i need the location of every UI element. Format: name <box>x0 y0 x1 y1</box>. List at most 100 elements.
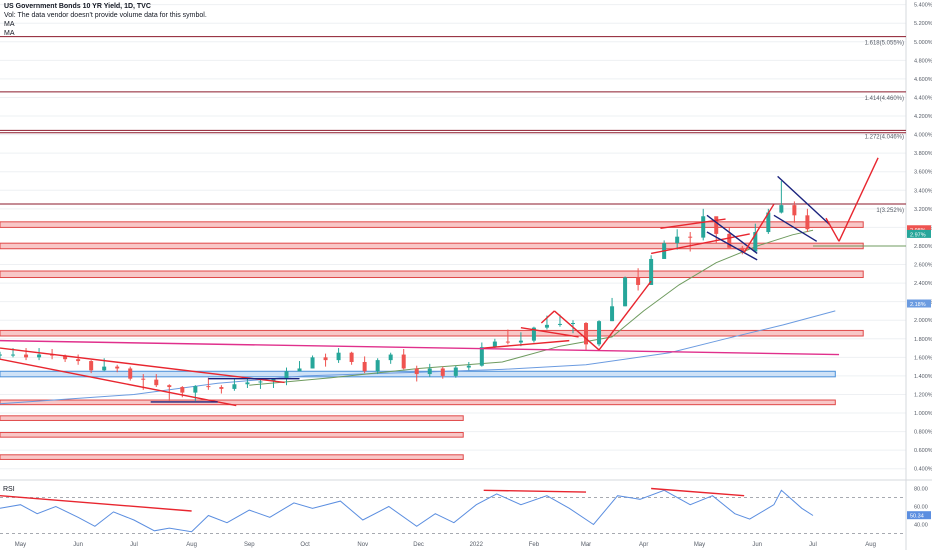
ma-legend-1[interactable]: MA <box>4 21 15 28</box>
ma-green-line <box>249 229 814 386</box>
candle-body <box>37 354 42 358</box>
candle-body <box>675 236 680 244</box>
rsi-pane: 40.00 60.00 80.00 50.34 <box>0 487 931 534</box>
candle-body <box>414 368 419 375</box>
price-tick-label: 2.800% <box>914 244 932 250</box>
candle-body <box>336 352 341 361</box>
rsi-divergence-line <box>651 487 745 497</box>
resistance-zone <box>0 399 836 406</box>
price-badge-label: 2.18% <box>910 302 926 308</box>
candle-body <box>584 322 589 345</box>
rsi-divergence-line <box>483 489 587 493</box>
time-tick-label: Jul <box>809 542 817 548</box>
candle-body <box>284 371 289 379</box>
time-axis[interactable]: May Jun Jul Aug Sep Oct Nov Dec 2022 Feb Mar Apr May… <box>15 542 876 548</box>
candle-body <box>63 355 68 360</box>
price-tick-label: 0.600% <box>914 448 932 454</box>
price-badge <box>907 299 931 308</box>
candle-body <box>557 323 562 325</box>
time-tick-label: Aug <box>865 542 876 548</box>
candle-body <box>505 341 510 343</box>
candle-body <box>740 247 745 252</box>
trend-line <box>520 326 579 338</box>
rsi-tick-label: 60.00 <box>914 505 928 511</box>
price-tick-label: 3.200% <box>914 207 932 213</box>
trend-line <box>706 231 758 261</box>
candle-body <box>570 322 575 324</box>
time-tick-label: Jun <box>73 542 83 548</box>
resistance-zone <box>0 432 464 438</box>
rsi-tick-label: 80.00 <box>914 487 928 493</box>
time-tick-label: May <box>15 542 26 548</box>
candle-body <box>76 359 81 362</box>
trend-line <box>650 233 750 255</box>
resistance-zone <box>0 221 864 228</box>
resistance-zone <box>0 454 464 460</box>
candle-body <box>714 216 719 234</box>
price-tick-label: 1.800% <box>914 337 932 343</box>
price-badge <box>907 229 931 238</box>
price-badge-label: 2.97% <box>910 232 926 238</box>
volume-note: Vol: The data vendor doesn't provide vol… <box>4 12 207 19</box>
chart-legend: US Government Bonds 10 YR Yield, 1D, TVC… <box>4 2 207 38</box>
trend-line <box>553 310 600 351</box>
candle-body <box>688 236 693 238</box>
candle-body <box>766 212 771 233</box>
rsi-tick-label: 40.00 <box>914 523 928 529</box>
time-tick-label: May <box>694 542 705 548</box>
trend-lines <box>0 157 879 407</box>
ma-legend-2[interactable]: MA <box>4 30 15 37</box>
candle-body <box>623 277 628 307</box>
price-tick-label: 4.400% <box>914 95 932 101</box>
candle-body <box>792 205 797 216</box>
candle-body <box>167 385 172 388</box>
rsi-label: RSI <box>3 486 15 493</box>
trend-line <box>0 358 237 407</box>
time-tick-label: Sep <box>244 542 255 548</box>
trend-line <box>838 157 879 242</box>
price-tick-label: 2.600% <box>914 263 932 269</box>
rsi-badge <box>907 511 931 520</box>
moving-averages <box>0 229 906 405</box>
candle-body <box>193 386 198 393</box>
candle-body <box>544 324 549 328</box>
time-tick-label: Jun <box>752 542 762 548</box>
candle-body <box>388 354 393 361</box>
candle-body <box>649 258 654 285</box>
time-tick-label: Jul <box>130 542 138 548</box>
trend-line <box>0 339 840 356</box>
resistance-zone <box>0 270 864 279</box>
candle-body <box>323 357 328 361</box>
candle-body <box>11 354 16 356</box>
price-tick-label: 2.400% <box>914 281 932 287</box>
price-axis[interactable]: 0.400% 0.600% 0.800% 1.000% 1.200% 1.400% 1.60… <box>907 3 932 473</box>
candle-body <box>297 368 302 372</box>
candle-body <box>141 378 146 380</box>
price-tick-label: 5.200% <box>914 21 932 27</box>
price-tick-label: 1.000% <box>914 411 932 417</box>
time-tick-label: Feb <box>529 542 540 548</box>
trend-line <box>598 280 652 351</box>
fib-label: 1.414(4.460%) <box>865 96 904 102</box>
candle-body <box>518 340 523 343</box>
resistance-zone <box>0 242 864 250</box>
price-tick-label: 5.000% <box>914 40 932 46</box>
candle-body <box>727 233 732 248</box>
candle-body <box>805 215 810 230</box>
trend-line <box>0 347 285 384</box>
price-tick-label: 3.800% <box>914 151 932 157</box>
candle-body <box>779 205 784 213</box>
rsi-divergence-line <box>0 495 192 512</box>
candle-body <box>362 361 367 372</box>
time-tick-label: Mar <box>581 542 591 548</box>
price-tick-label: 4.600% <box>914 77 932 83</box>
trend-line <box>706 214 758 254</box>
candle-body <box>206 386 211 388</box>
candle-body <box>531 327 536 341</box>
trend-line <box>483 339 570 349</box>
trend-line <box>773 214 818 242</box>
time-tick-label: Oct <box>300 542 310 548</box>
candle-body <box>102 366 107 371</box>
candle-body <box>479 347 484 366</box>
